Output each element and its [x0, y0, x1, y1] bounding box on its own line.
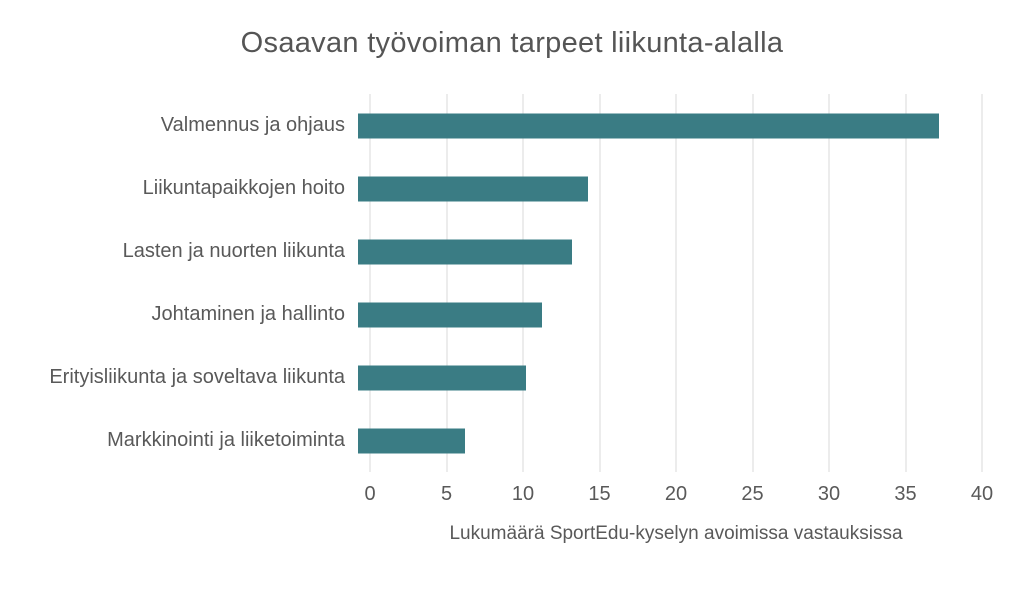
bar-track	[358, 157, 970, 220]
gridline	[905, 94, 906, 472]
x-tick-label: 5	[440, 483, 453, 505]
gridline	[446, 94, 447, 472]
x-tick-label: 20	[664, 483, 688, 505]
gridline	[369, 94, 371, 472]
bar-track	[358, 283, 970, 346]
gridline	[828, 94, 830, 472]
bar	[358, 428, 466, 453]
bar	[358, 302, 542, 327]
gridline-layer	[369, 94, 983, 472]
chart-row: Valmennus ja ohjaus	[0, 94, 1024, 157]
category-label: Johtaminen ja hallinto	[151, 303, 345, 325]
bar-track	[358, 346, 970, 409]
bar-track	[358, 220, 970, 283]
gridline	[599, 94, 600, 472]
x-axis: 0 5 10 15 20 25 30 35 40	[364, 483, 993, 507]
gridline	[981, 94, 983, 472]
bar	[358, 239, 573, 264]
x-tick-label: 10	[511, 483, 535, 505]
category-label: Erityisliikunta ja soveltava liikunta	[49, 366, 345, 388]
category-label: Markkinointi ja liiketoiminta	[107, 429, 345, 451]
category-label: Valmennus ja ohjaus	[160, 114, 345, 136]
chart-row: Johtaminen ja hallinto	[0, 283, 1024, 346]
bar-rows: Valmennus ja ohjaus Liikuntapaikkojen ho…	[0, 94, 1024, 472]
chart-row: Lasten ja nuorten liikunta	[0, 220, 1024, 283]
bar	[358, 176, 588, 201]
bar	[358, 365, 527, 390]
bar-track	[358, 409, 970, 472]
category-label: Liikuntapaikkojen hoito	[142, 177, 345, 199]
category-label: Lasten ja nuorten liikunta	[122, 240, 345, 262]
x-tick-label: 35	[894, 483, 917, 505]
x-tick-label: 40	[970, 483, 994, 505]
x-tick-label: 0	[364, 483, 376, 505]
bar	[358, 113, 940, 138]
x-tick-label: 30	[817, 483, 841, 505]
chart-title: Osaavan työvoiman tarpeet liikunta-alall…	[240, 27, 784, 59]
x-tick-label: 25	[741, 483, 764, 505]
x-axis-title: Lukumäärä SportEdu-kyselyn avoimissa vas…	[449, 523, 903, 544]
gridline	[752, 94, 753, 472]
gridline	[522, 94, 524, 472]
plot-region: Valmennus ja ohjaus Liikuntapaikkojen ho…	[0, 94, 1024, 472]
chart-row: Liikuntapaikkojen hoito	[0, 157, 1024, 220]
gridline	[675, 94, 677, 472]
chart-row: Erityisliikunta ja soveltava liikunta	[0, 346, 1024, 409]
chart-row: Markkinointi ja liiketoiminta	[0, 409, 1024, 472]
bar-track	[358, 94, 970, 157]
x-tick-label: 15	[588, 483, 611, 505]
